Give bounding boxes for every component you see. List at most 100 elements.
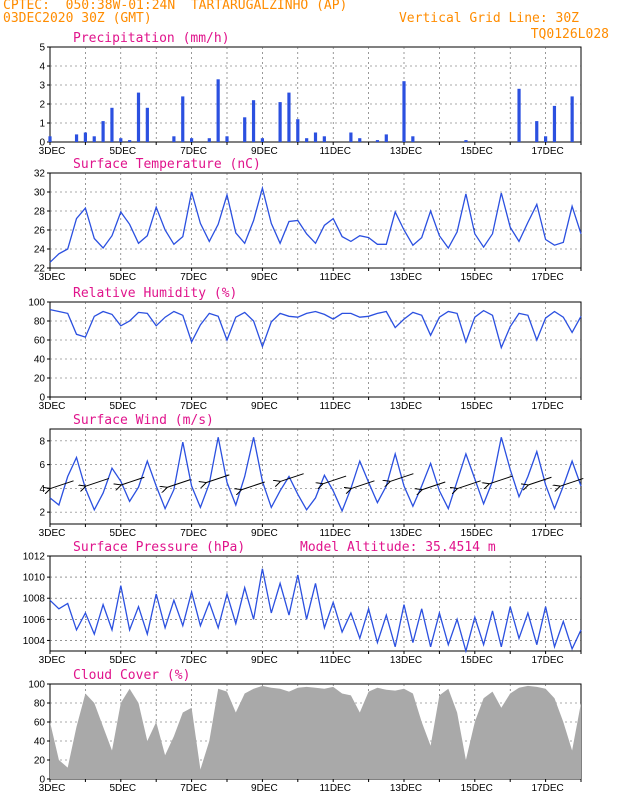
wind-vector-arrow: [280, 473, 304, 482]
precip-bar: [535, 121, 539, 142]
precip-bar: [101, 121, 105, 142]
wind-xtick-label: 15DEC: [461, 528, 493, 539]
wind-vector-arrow: [421, 481, 446, 490]
humidity-ytick-label: 60: [34, 336, 46, 347]
temperature-ytick-label: 24: [34, 245, 46, 256]
pressure-ytick-label: 1008: [23, 594, 46, 605]
pressure-ytick-label: 1010: [23, 573, 46, 584]
wind-vector-arrow: [322, 475, 347, 484]
wind-xtick-label: 9DEC: [251, 528, 278, 539]
cloud-xtick-label: 13DEC: [390, 783, 422, 794]
precip-bar: [287, 92, 291, 142]
wind-xtick-label: 17DEC: [531, 528, 563, 539]
cloud-panel: 0 20 40 60 80 100 3DEC 5DEC 7DEC 9DEC 11DEC 13DEC 15…: [28, 668, 582, 794]
precip-bar: [92, 136, 96, 142]
pressure-ytick-label: 1006: [23, 615, 46, 626]
cloud-title: Cloud Cover (%): [73, 668, 190, 683]
wind-vector-arrow: [120, 476, 145, 485]
humidity-xtick-label: 3DEC: [39, 401, 66, 412]
wind-xtick-label: 3DEC: [39, 528, 66, 539]
precip-bar: [216, 79, 220, 142]
humidity-xtick-label: 17DEC: [531, 401, 563, 412]
precip-bar: [181, 96, 185, 142]
header-code: TQ0126L028: [530, 27, 609, 42]
humidity-title: Relative Humidity (%): [73, 286, 237, 301]
pressure-xtick-label: 5DEC: [109, 655, 136, 666]
wind-vector-arrow: [241, 481, 265, 490]
precip-bar: [305, 138, 309, 142]
cloud-ytick-label: 100: [28, 680, 45, 691]
pressure-xtick-label: 9DEC: [251, 655, 278, 666]
cloud-xtick-label: 17DEC: [531, 783, 563, 794]
wind-vector-arrow: [85, 477, 110, 486]
temperature-xtick-label: 9DEC: [251, 272, 278, 283]
wind-vector-arrow: [166, 479, 191, 488]
wind-panel: 2 4 6 8 3DEC 5DEC 7DEC 9DEC 11DEC 13DEC 15DEC 17DEC…: [39, 413, 584, 539]
humidity-frame: [49, 301, 582, 398]
precip-bar: [260, 138, 264, 142]
humidity-xtick-label: 11DEC: [319, 401, 351, 412]
wind-vector-arrow: [489, 475, 513, 484]
header-station: CPTEC: 050:38W-01:24N TARTARUGALZINHO (A…: [3, 0, 348, 13]
humidity-xtick-label: 7DEC: [180, 401, 207, 412]
humidity-xtick-label: 9DEC: [251, 401, 278, 412]
humidity-ytick-label: 40: [34, 355, 46, 366]
precip-bar: [190, 138, 194, 142]
precip-bar: [207, 138, 211, 142]
precip-bar: [74, 134, 79, 142]
precip-bar: [349, 132, 353, 142]
temperature-frame: [49, 172, 582, 269]
precip-xtick-label: 13DEC: [390, 146, 422, 157]
temperature-xtick-label: 17DEC: [531, 272, 563, 283]
header-date: 03DEC2020 30Z (GMT): [3, 11, 152, 26]
temperature-panel: 22 24 26 28 30 32 3DEC 5DEC 7DEC 9DEC 11DEC 13DEC 15…: [34, 157, 582, 283]
humidity-ytick-label: 0: [39, 393, 45, 404]
pressure-frame: [49, 555, 582, 652]
temperature-ytick-label: 26: [34, 226, 46, 237]
wind-vector-arrow: [350, 480, 375, 489]
precip-bar: [358, 138, 362, 142]
precip-bar: [411, 136, 415, 142]
temperature-xtick-label: 5DEC: [109, 272, 136, 283]
wind-frame: [49, 428, 582, 525]
precip-bar: [517, 88, 521, 142]
pressure-xtick-label: 17DEC: [531, 655, 563, 666]
temperature-series-line: [49, 185, 582, 263]
precip-ytick-label: 4: [39, 62, 45, 73]
wind-vector-arrow: [205, 474, 230, 483]
humidity-series-line: [49, 308, 582, 350]
precip-ytick-label: 5: [39, 43, 45, 54]
wind-title: Surface Wind (m/s): [73, 413, 214, 428]
temperature-ytick-label: 30: [34, 188, 46, 199]
cloud-ytick-label: 60: [34, 718, 46, 729]
wind-vector-arrow: [389, 473, 414, 482]
humidity-xtick-label: 5DEC: [109, 401, 136, 412]
precip-bar: [243, 117, 247, 142]
precip-bar: [128, 140, 132, 142]
precip-bar: [313, 132, 318, 142]
pressure-title: Surface Pressure (hPa): [73, 540, 245, 555]
precip-xtick-label: 9DEC: [251, 146, 278, 157]
wind-vector-arrow: [457, 480, 481, 489]
precip-bar: [278, 102, 282, 142]
wind-series-line: [49, 437, 582, 513]
precip-bar: [375, 140, 380, 142]
header-grid-note: Vertical Grid Line: 30Z: [398, 11, 579, 26]
cloud-xtick-label: 9DEC: [251, 783, 278, 794]
wind-ytick-label: 4: [39, 484, 45, 495]
cloud-xtick-label: 7DEC: [180, 783, 207, 794]
temperature-ytick-label: 22: [34, 264, 46, 275]
precip-bar: [322, 136, 326, 142]
precip-xtick-label: 7DEC: [180, 146, 207, 157]
cloud-xtick-label: 15DEC: [461, 783, 493, 794]
precip-bar: [570, 96, 574, 142]
wind-xtick-label: 7DEC: [180, 528, 207, 539]
wind-xtick-label: 11DEC: [319, 528, 351, 539]
precip-bar: [552, 105, 557, 142]
wind-ytick-label: 6: [39, 460, 45, 471]
temperature-xtick-label: 3DEC: [39, 272, 66, 283]
wind-xtick-label: 5DEC: [109, 528, 136, 539]
pressure-xtick-label: 7DEC: [180, 655, 207, 666]
pressure-xtick-label: 13DEC: [390, 655, 422, 666]
pressure-xtick-label: 15DEC: [461, 655, 493, 666]
